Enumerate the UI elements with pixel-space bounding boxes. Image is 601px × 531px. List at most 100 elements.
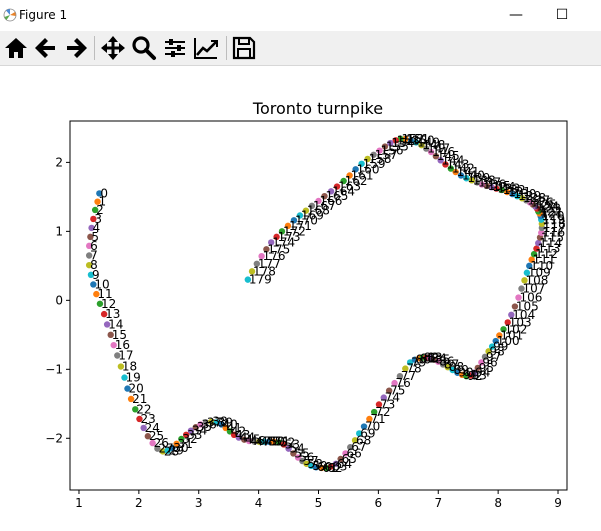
point-index-label: 8	[90, 258, 98, 272]
point-index-label: 66	[346, 446, 361, 460]
data-point	[452, 168, 459, 176]
point-index-label: 30	[173, 441, 188, 455]
data-point	[258, 252, 265, 260]
point-index-label: 141	[457, 165, 480, 179]
point-index-label: 150	[412, 133, 435, 147]
point-index-label: 49	[265, 435, 280, 449]
point-index-label: 128	[523, 191, 546, 205]
point-index-label: 151	[406, 132, 429, 146]
point-index-label: 1	[99, 195, 107, 209]
configure-subplots-button[interactable]	[161, 34, 189, 62]
data-point	[435, 358, 442, 365]
data-point	[87, 271, 95, 279]
data-point	[485, 348, 492, 355]
point-index-label: 121	[540, 206, 563, 220]
point-index-label: 171	[289, 219, 312, 233]
minimize-button[interactable]: —	[509, 7, 523, 23]
point-index-label: 89	[454, 363, 469, 377]
point-index-label: 64	[337, 457, 352, 471]
data-point	[230, 431, 238, 439]
point-index-label: 169	[301, 208, 324, 222]
data-point	[444, 364, 452, 371]
point-index-label: 172	[283, 224, 306, 238]
data-point	[121, 374, 128, 381]
point-index-label: 174	[272, 235, 295, 249]
point-index-label: 130	[514, 187, 537, 201]
save-button[interactable]	[230, 34, 258, 62]
point-index-label: 153	[397, 133, 420, 147]
data-point	[391, 379, 398, 387]
home-button[interactable]	[2, 34, 30, 62]
point-index-label: 85	[435, 353, 450, 367]
point-index-label: 54	[290, 442, 305, 456]
point-index-label: 44	[240, 431, 255, 445]
edit-axis-button[interactable]	[192, 34, 220, 62]
data-point	[169, 444, 176, 452]
data-point	[509, 190, 516, 198]
point-index-label: 163	[338, 180, 361, 194]
point-index-label: 55	[294, 446, 309, 460]
data-point	[182, 431, 190, 439]
point-index-label: 176	[263, 249, 286, 263]
data-point	[267, 239, 275, 246]
point-index-label: 86	[439, 355, 454, 369]
point-index-label: 88	[449, 360, 464, 374]
point-index-label: 144	[442, 153, 465, 167]
forward-button[interactable]	[62, 34, 90, 62]
point-index-label: 16	[115, 338, 130, 352]
zoom-button[interactable]	[130, 34, 158, 62]
data-point	[85, 252, 93, 259]
data-point	[187, 427, 195, 434]
point-index-label: 11	[97, 287, 112, 301]
x-tick-label: 9	[554, 496, 562, 510]
data-point	[478, 359, 485, 366]
data-point	[213, 419, 220, 426]
data-point	[197, 421, 204, 428]
data-point	[149, 439, 156, 447]
point-index-label: 110	[530, 259, 553, 273]
point-index-label: 143	[446, 157, 469, 171]
save-icon	[232, 36, 256, 60]
data-point	[360, 423, 368, 430]
data-point	[90, 281, 97, 288]
pan-button[interactable]	[99, 34, 127, 62]
data-point	[402, 365, 409, 372]
point-index-label: 48	[260, 435, 275, 449]
point-index-label: 47	[255, 435, 270, 449]
data-point	[107, 331, 114, 339]
point-index-label: 103	[509, 315, 532, 329]
point-index-label: 77	[401, 369, 416, 383]
point-index-label: 97	[486, 350, 501, 364]
x-tick-label: 6	[375, 496, 383, 510]
maximize-button[interactable]: ☐	[555, 7, 569, 23]
point-index-label: 102	[505, 322, 528, 336]
data-point	[498, 186, 505, 194]
point-index-label: 158	[369, 152, 392, 166]
data-point	[87, 233, 94, 241]
point-index-label: 57	[303, 454, 318, 468]
point-index-label: 133	[497, 182, 520, 196]
point-index-label: 168	[307, 204, 330, 218]
x-tick-label: 8	[494, 496, 502, 510]
figure-canvas[interactable]: Toronto turnpike 01234567891011121314151…	[0, 66, 601, 531]
data-point	[492, 337, 499, 345]
point-index-label: 93	[472, 369, 487, 383]
back-button[interactable]	[32, 34, 60, 62]
data-point	[88, 224, 95, 232]
data-point	[496, 332, 503, 339]
data-point	[481, 353, 489, 361]
point-index-label: 120	[542, 209, 565, 223]
point-index-label: 24	[145, 421, 160, 435]
point-index-label: 87	[444, 357, 459, 371]
point-index-label: 38	[212, 415, 227, 429]
point-index-label: 27	[158, 442, 173, 456]
point-index-label: 74	[385, 391, 400, 405]
point-index-label: 34	[192, 424, 207, 438]
pan-icon	[101, 36, 125, 60]
data-point	[284, 222, 292, 230]
point-index-label: 126	[531, 195, 554, 209]
data-point	[536, 234, 544, 241]
data-point	[356, 430, 363, 437]
point-index-label: 17	[118, 349, 133, 363]
x-tick-label: 4	[255, 496, 263, 510]
